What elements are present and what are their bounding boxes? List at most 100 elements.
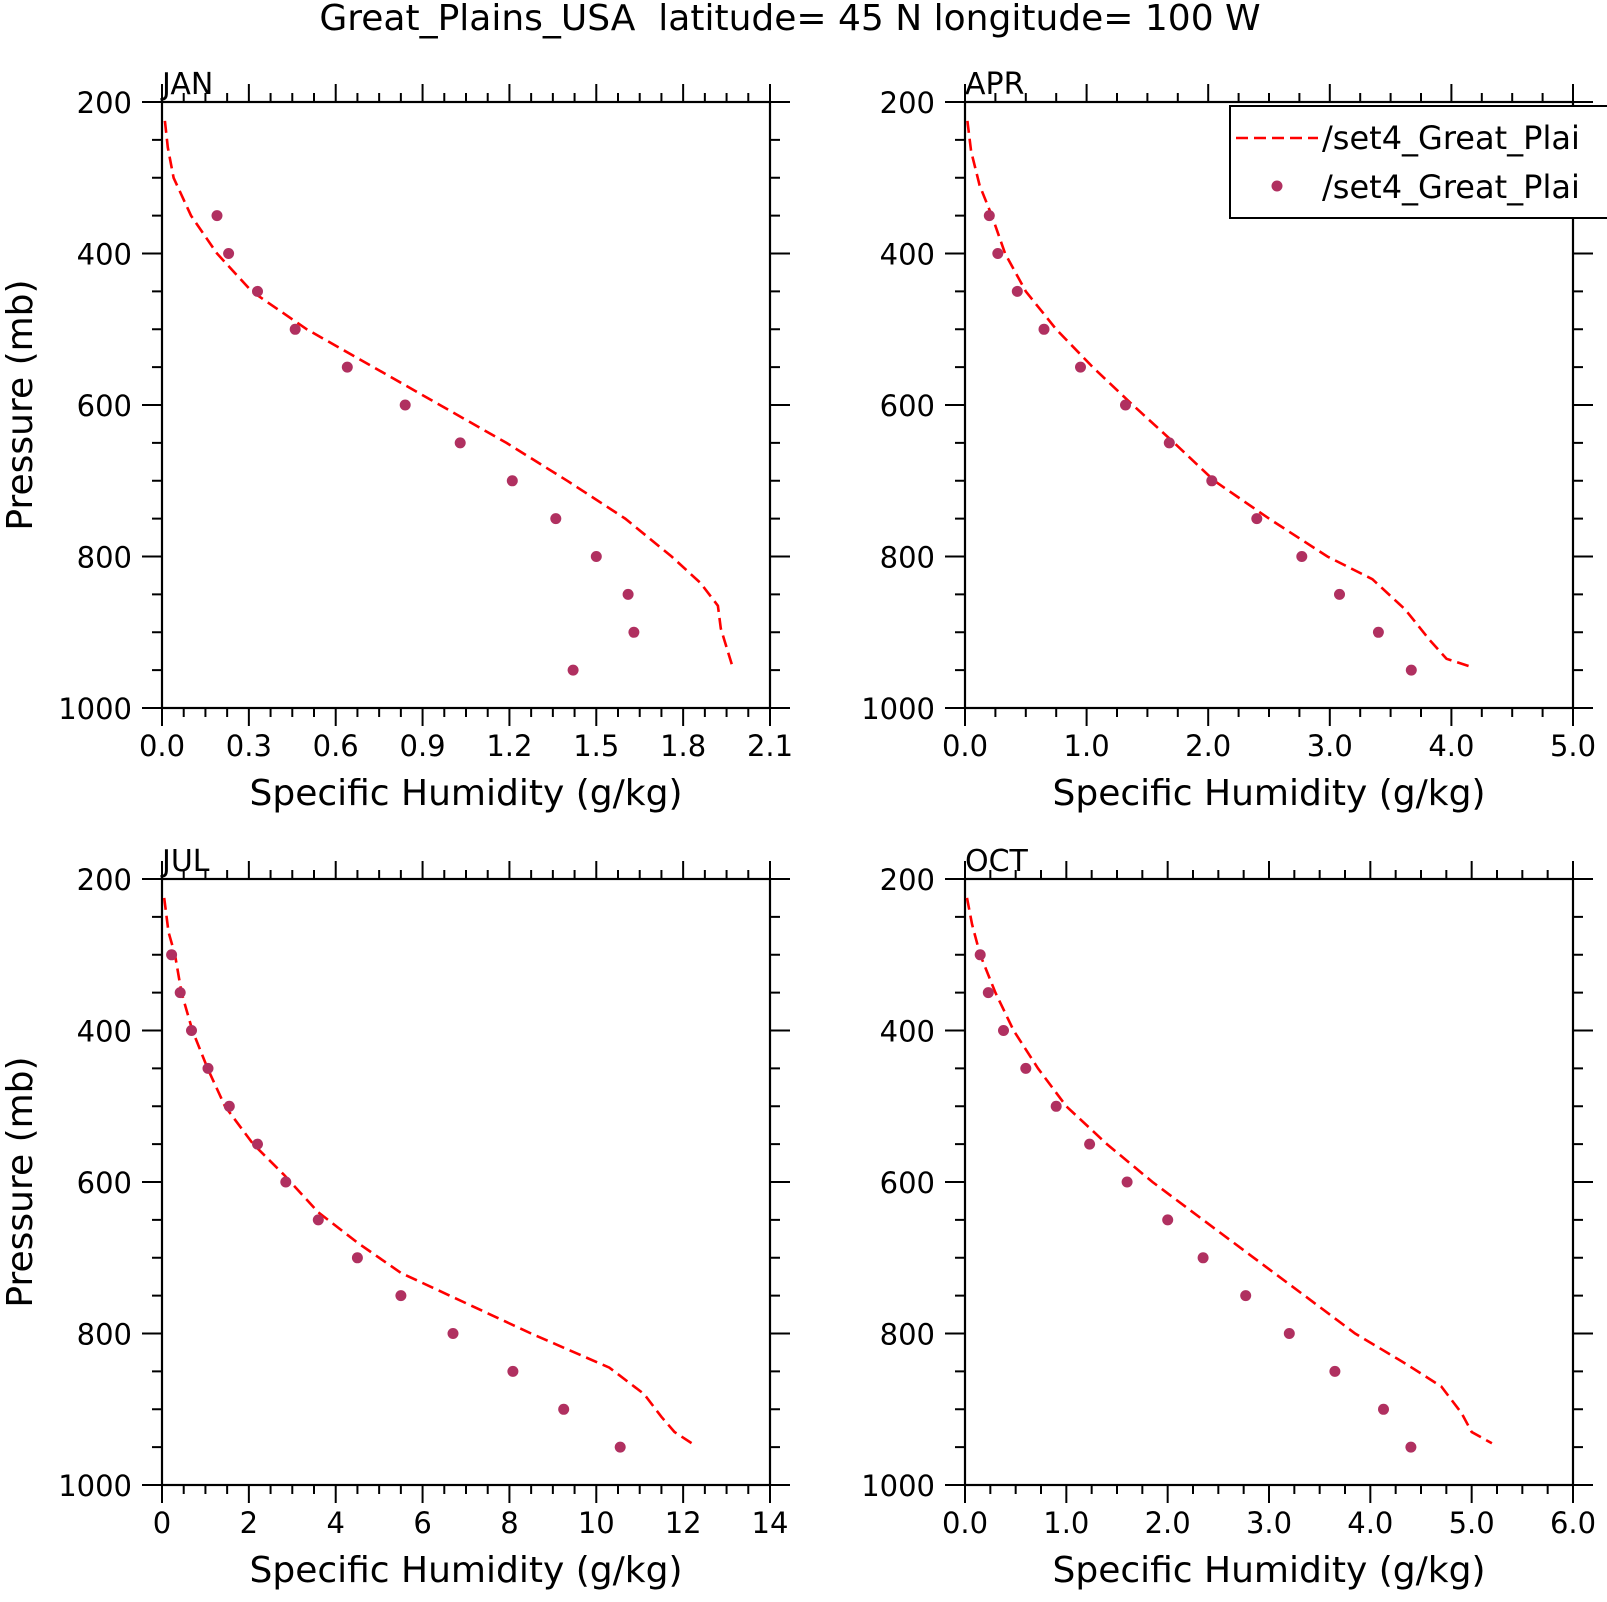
panel-oct-data-point — [1378, 1403, 1389, 1415]
panel-apr-xtick-label: 1.0 — [1064, 729, 1110, 763]
panel-jan-data-point — [567, 664, 579, 676]
panel-jul-data-point — [447, 1328, 459, 1339]
panel-jul-xtick-label: 8 — [500, 1506, 518, 1540]
panel-apr-xtick-label: 3.0 — [1307, 729, 1353, 763]
panel-jan-ytick-label: 400 — [77, 238, 132, 272]
panel-apr-data-point — [1405, 664, 1417, 676]
panel-apr-xtick-label: 5.0 — [1550, 729, 1596, 763]
panel-jan-xtick-label: 0.9 — [400, 729, 446, 763]
panel-jul-data-point — [312, 1214, 324, 1226]
panel-jul-data-point — [202, 1062, 214, 1074]
panel-jan-data-point — [289, 323, 301, 335]
panel-apr-data-point — [1120, 399, 1131, 411]
panel-apr-data-point — [1075, 361, 1086, 373]
panel-oct-ytick-label: 600 — [880, 1166, 935, 1200]
panel-apr-xtick-label: 0.0 — [942, 729, 988, 763]
legend: /set4_Great_Plai /set4_Great_Plai — [1229, 105, 1607, 219]
panel-jul-ytick-label: 200 — [77, 863, 132, 897]
panel-apr-data-point — [983, 210, 995, 222]
panel-oct-ytick-label: 800 — [880, 1318, 935, 1352]
panel-apr-xtick-label: 4.0 — [1428, 729, 1474, 763]
panel-jan-label: JAN — [160, 67, 213, 102]
panel-jan-data-point — [550, 513, 562, 525]
panel-apr-data-point — [1296, 551, 1308, 562]
panel-oct-ytick-label: 200 — [880, 863, 935, 897]
panel-apr-data-point — [992, 248, 1004, 259]
panel-jan-ylabel: Pressure (mb) — [0, 279, 41, 530]
panel-oct-xtick-label: 1.0 — [1043, 1506, 1089, 1540]
panel-jul-data-point — [186, 1025, 197, 1036]
legend-label-line: /set4_Great_Plai — [1322, 119, 1580, 157]
panel-jan-data-point — [506, 475, 518, 487]
panel-jan-xtick-label: 0.0 — [139, 729, 185, 763]
panel-jan-data-point — [622, 588, 634, 600]
panel-oct-xtick-label: 5.0 — [1449, 1506, 1495, 1540]
panel-jan-xtick-label: 1.5 — [573, 729, 619, 763]
panel-jul-data-point — [174, 987, 186, 999]
panel-apr-ytick-label: 1000 — [861, 692, 935, 726]
panel-oct-data-point — [1329, 1365, 1341, 1377]
panel-apr-ytick-label: 800 — [880, 541, 935, 575]
panel-oct-data-point — [1050, 1100, 1062, 1112]
panel-jan-xtick-label: 0.6 — [313, 729, 359, 763]
panel-apr-data-point — [1372, 626, 1384, 638]
panel-jul-xtick-label: 2 — [240, 1506, 258, 1540]
panel-apr-data-point — [1011, 285, 1023, 297]
panel-jul-xtick-label: 12 — [665, 1506, 702, 1540]
panel-oct-data-point — [1084, 1138, 1096, 1150]
panel-apr-data-point — [1334, 588, 1345, 600]
panel-jul-ytick-label: 1000 — [58, 1469, 132, 1503]
panel-jan-data-point — [399, 399, 411, 411]
panel-apr-data-point — [1206, 475, 1218, 487]
panel-jul-data-point — [252, 1138, 263, 1150]
panel-jul-xtick-label: 6 — [413, 1506, 431, 1540]
panel-jan-data-point — [341, 361, 353, 373]
panel-oct-frame — [963, 877, 1575, 1487]
panel-apr-data-point — [1251, 513, 1263, 525]
panel-oct-data-point — [982, 987, 994, 999]
panel-jul-ylabel: Pressure (mb) — [0, 1056, 41, 1307]
panel-jan-xtick-label: 1.2 — [486, 729, 532, 763]
panel-jan-ytick-label: 800 — [77, 541, 132, 575]
panel-jul-data-point — [558, 1403, 570, 1415]
panel-apr-ytick-label: 200 — [880, 86, 935, 120]
figure-title: Great_Plains_USA latitude= 45 N longitud… — [319, 0, 1260, 39]
panel-jul-data-point — [280, 1176, 292, 1188]
panel-jul-xtick-label: 4 — [326, 1506, 344, 1540]
panel-oct-data-point — [1121, 1176, 1133, 1188]
panel-jul-xtick-label: 10 — [578, 1506, 615, 1540]
panel-jan-data-point — [590, 551, 602, 562]
panel-jan-xtick-label: 0.3 — [226, 729, 272, 763]
panel-oct-label: OCT — [965, 844, 1029, 879]
panel-jul-data-point — [507, 1365, 519, 1377]
panel-jan-data-point — [628, 626, 640, 638]
panel-oct-ytick-label: 1000 — [861, 1469, 935, 1503]
panel-jul-ytick-label: 400 — [77, 1015, 132, 1049]
legend-label-dots: /set4_Great_Plai — [1322, 168, 1580, 206]
panel-jul-data-point — [614, 1441, 626, 1453]
panel-jul: JUL 200 400 600 800 1000 0 2 4 6 8 10 12 14 Specific H… — [0, 844, 790, 1591]
panel-jan-data-point — [211, 210, 223, 222]
panel-jul-data-point — [223, 1100, 235, 1112]
panel-jul-frame — [160, 877, 772, 1487]
panel-oct-data-point — [974, 949, 986, 961]
panel-jul-data-point — [351, 1252, 363, 1264]
panel-oct-ytick-label: 400 — [880, 1015, 935, 1049]
panel-apr-data-point — [1163, 437, 1175, 449]
panel-apr-xtick-label: 2.0 — [1185, 729, 1231, 763]
panel-oct-xtick-label: 2.0 — [1145, 1506, 1191, 1540]
panel-jul-xtick-label: 14 — [752, 1506, 789, 1540]
panel-jan-data-point — [223, 248, 235, 259]
panel-jul-xtick-label: 0 — [153, 1506, 171, 1540]
panel-apr-ytick-label: 400 — [880, 238, 935, 272]
panel-jan-series-line — [163, 120, 734, 667]
panel-jan-xtick-label: 2.1 — [747, 729, 793, 763]
panel-oct-xlabel: Specific Humidity (g/kg) — [1052, 1550, 1485, 1591]
panel-oct-data-point — [1197, 1252, 1209, 1264]
legend-dot-swatch — [1271, 180, 1283, 192]
panel-jan-ytick-label: 200 — [77, 86, 132, 120]
panel-jan-frame — [160, 100, 772, 710]
